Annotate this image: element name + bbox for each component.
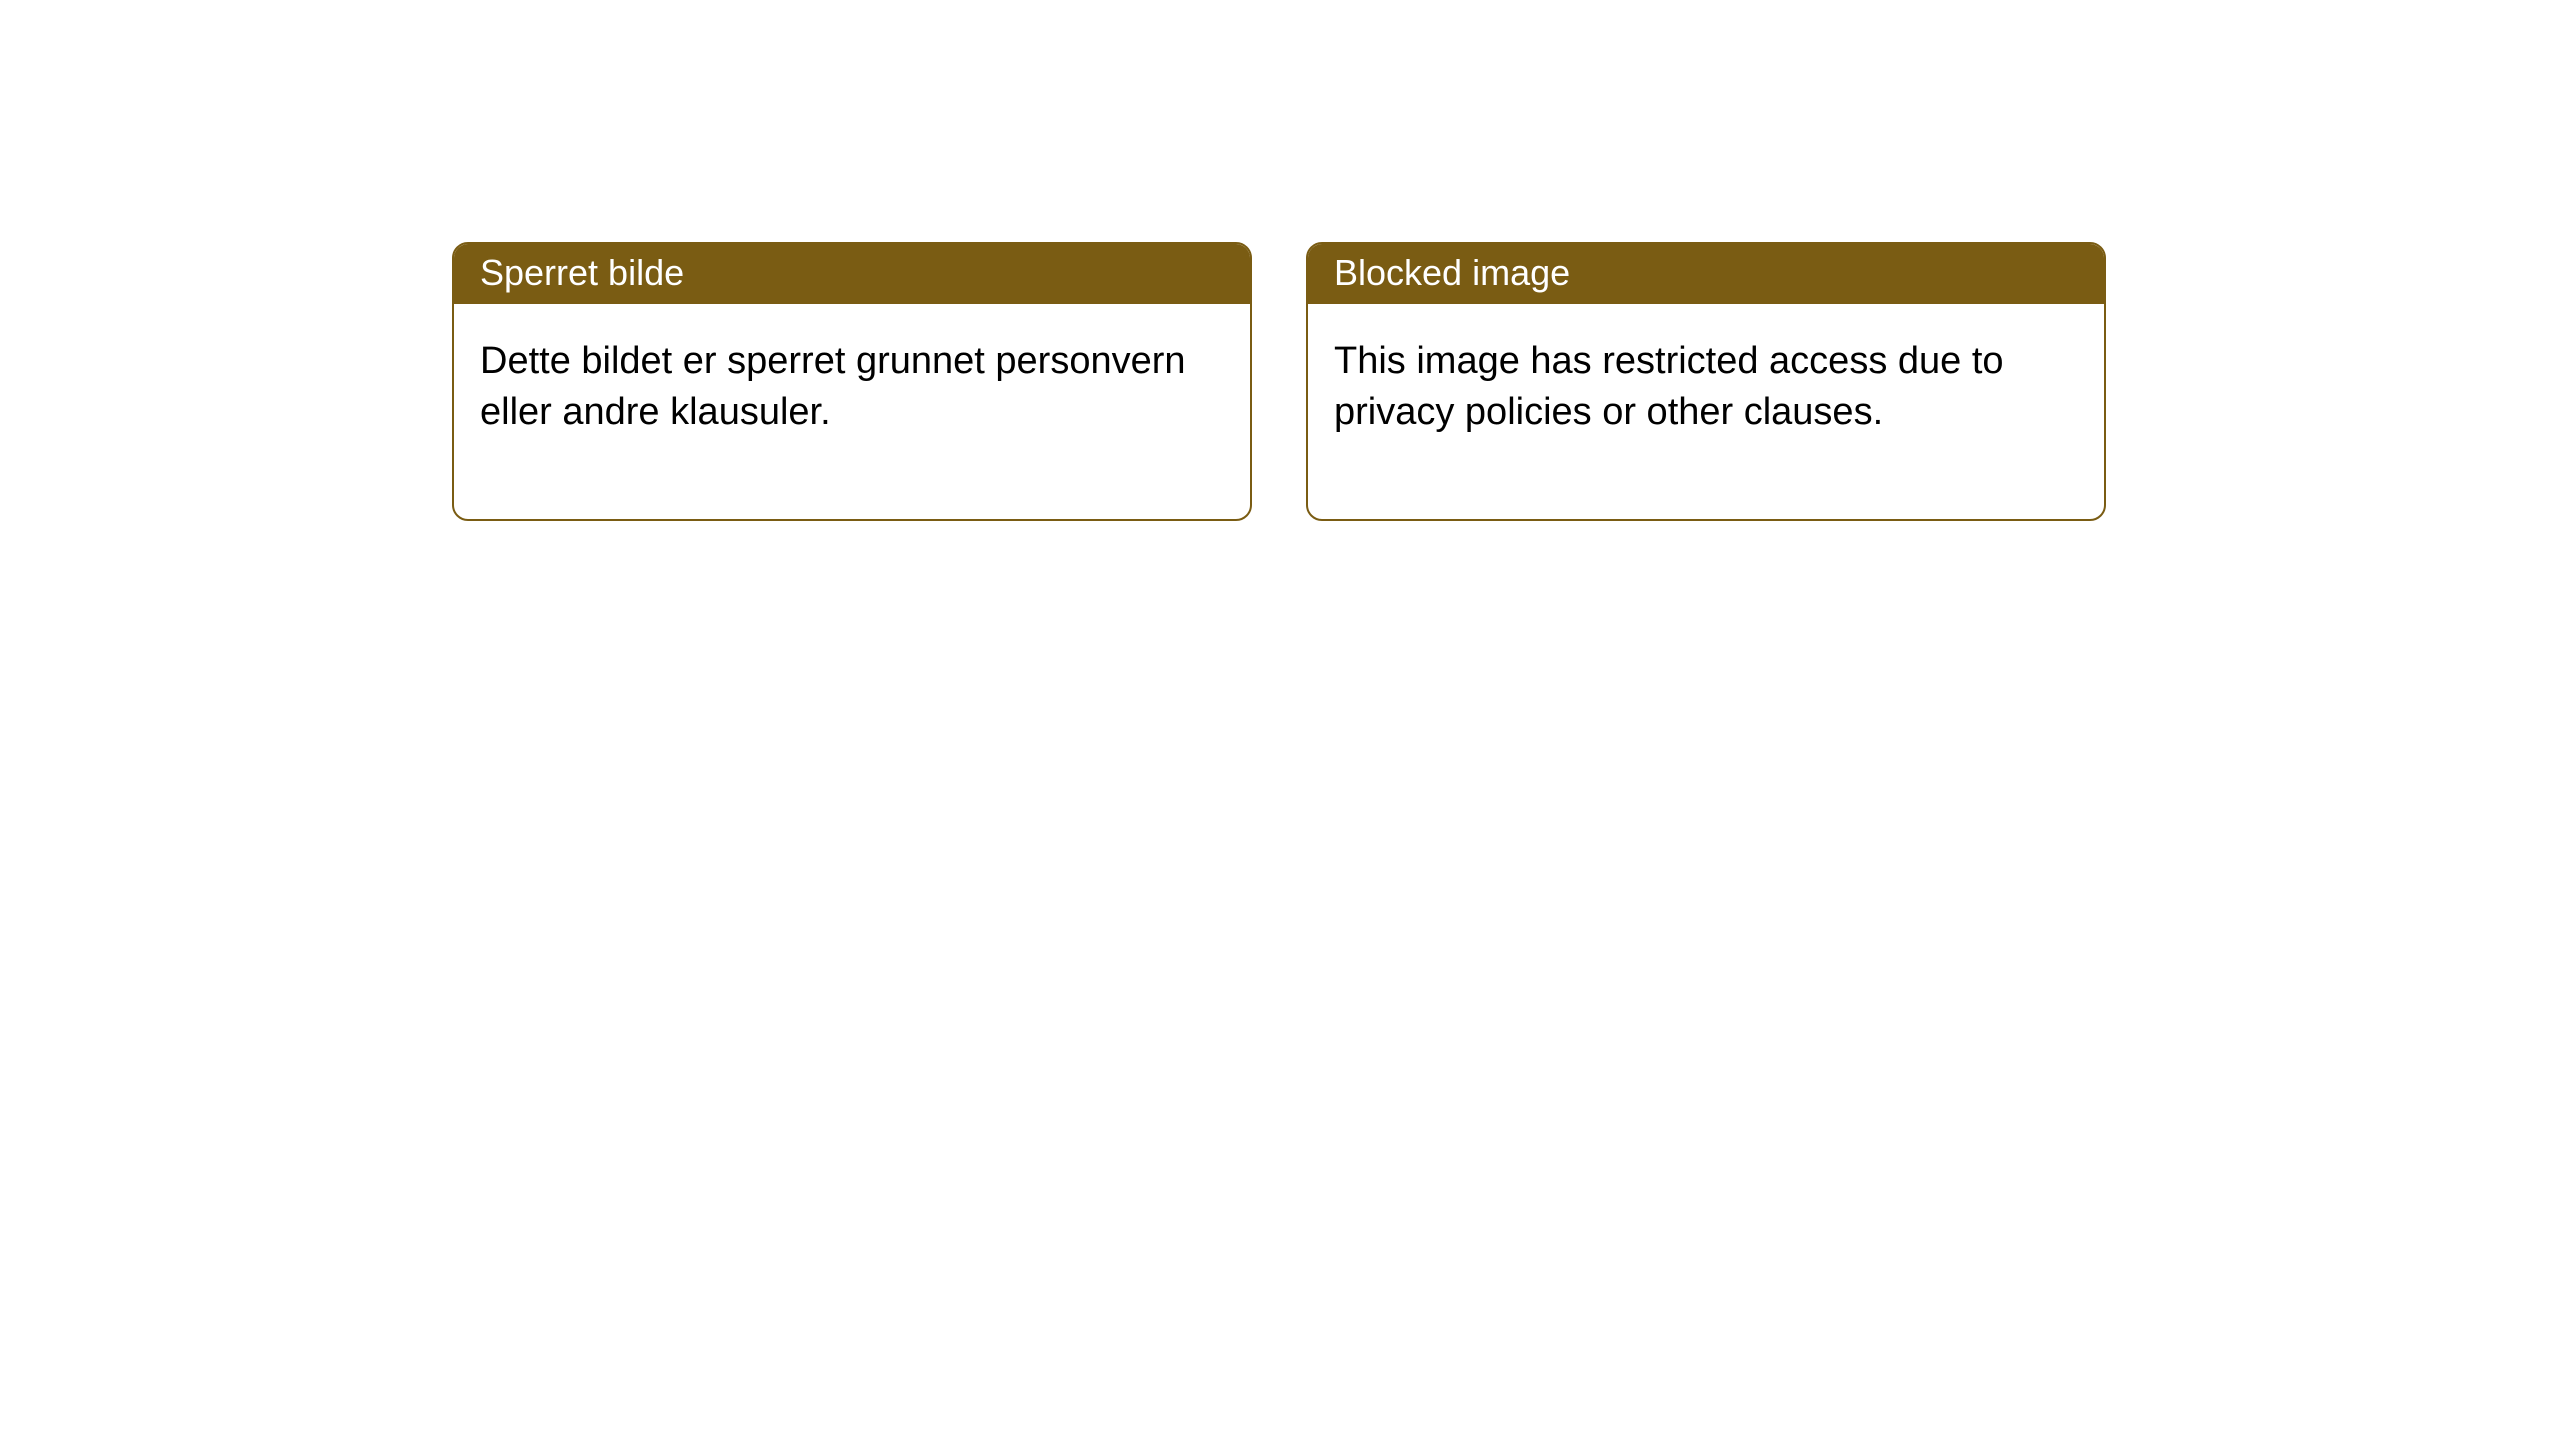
- notice-box-norwegian: Sperret bilde Dette bildet er sperret gr…: [452, 242, 1252, 521]
- notice-body: This image has restricted access due to …: [1308, 304, 2104, 519]
- notice-body: Dette bildet er sperret grunnet personve…: [454, 304, 1250, 519]
- notice-header: Blocked image: [1308, 244, 2104, 304]
- notice-box-english: Blocked image This image has restricted …: [1306, 242, 2106, 521]
- notice-container: Sperret bilde Dette bildet er sperret gr…: [452, 242, 2106, 521]
- notice-header: Sperret bilde: [454, 244, 1250, 304]
